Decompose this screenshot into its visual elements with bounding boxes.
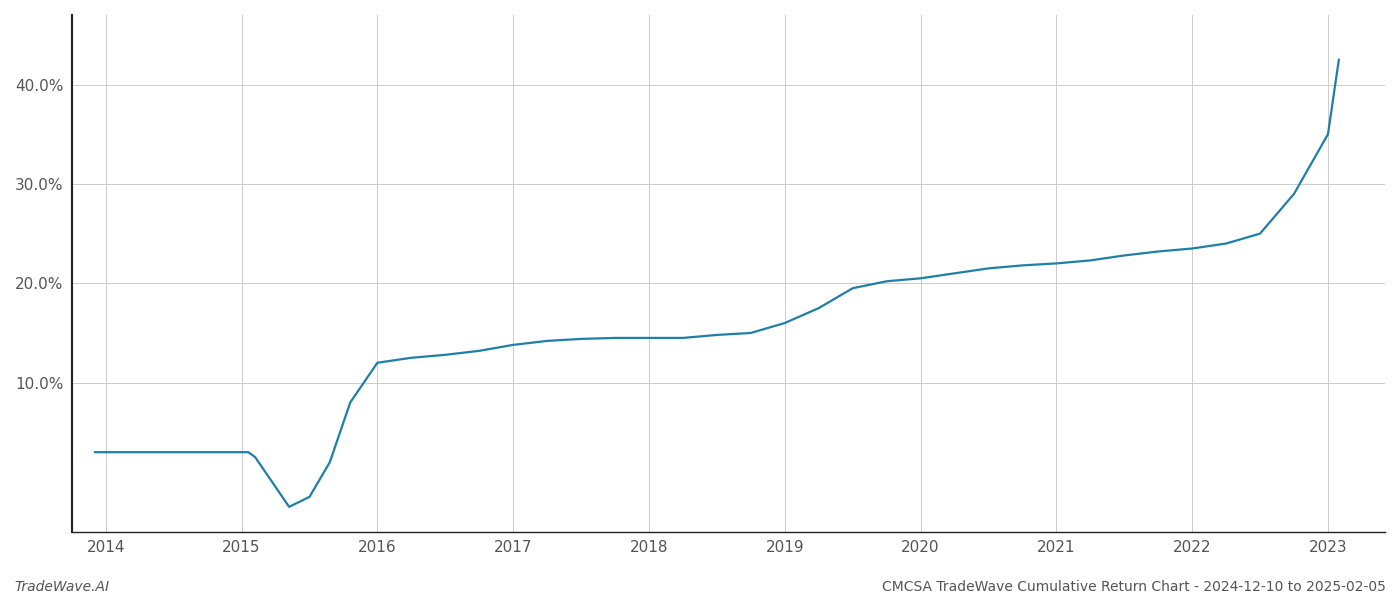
Text: TradeWave.AI: TradeWave.AI	[14, 580, 109, 594]
Text: CMCSA TradeWave Cumulative Return Chart - 2024-12-10 to 2025-02-05: CMCSA TradeWave Cumulative Return Chart …	[882, 580, 1386, 594]
